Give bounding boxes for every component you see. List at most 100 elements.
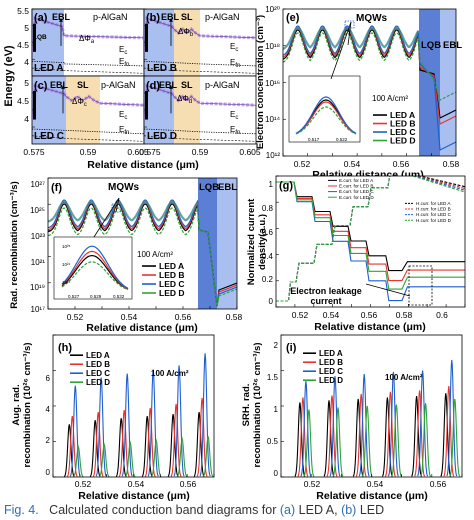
ebl-band <box>217 178 237 309</box>
efn-label-c: Efn <box>119 125 129 136</box>
led-d-label: LED D <box>147 131 177 142</box>
x-tick-label: 0.56 <box>175 312 192 322</box>
band-diagram <box>143 8 257 74</box>
y-tick-label: 4 <box>46 405 51 414</box>
led-a-label: LED A <box>34 63 64 74</box>
valence-reference-line <box>143 135 257 142</box>
y-tick-label: 0 <box>269 297 274 306</box>
inset-concentration-line <box>295 101 357 135</box>
electron-current-line <box>276 181 465 282</box>
x-axis-label: Relative distance (μm) <box>86 322 197 334</box>
inset-y-tick: 10²⁵ <box>62 244 71 249</box>
inset-concentration-line <box>295 106 357 135</box>
mqws-arrow <box>93 197 120 238</box>
leakage-arrow <box>365 283 411 297</box>
recombination-peak <box>199 353 211 477</box>
mqws-label: MQWs <box>108 182 140 193</box>
valence-reference-line <box>31 67 145 74</box>
electron-current-line <box>276 181 465 290</box>
i-y-axis-label: SRH. rad.recombination (10²⁶ cm⁻³/s) <box>241 343 263 468</box>
leakage-annotation: Electron leakage current <box>290 286 362 306</box>
y-tick-label: 4.5 <box>17 96 29 106</box>
recombination-peak <box>69 385 81 477</box>
g-ylabel-line-1: Normalized current <box>246 198 257 285</box>
y-tick-label: 10¹⁸ <box>265 42 280 51</box>
conduction-band-line <box>144 85 257 118</box>
recombination-peak <box>193 412 205 477</box>
figure-caption: Fig. 4. Calculated conduction band diagr… <box>4 503 470 520</box>
x-tick-label: 0.575 <box>139 147 161 157</box>
legend-label: H.curr. for LED C <box>416 212 452 217</box>
y-tick-label: 0.5 <box>267 437 279 446</box>
panel-letter-d: (d) <box>146 80 160 92</box>
recombination-peak <box>411 396 423 477</box>
barrier-arrowhead <box>61 85 65 89</box>
y-tick-label: 0.4 <box>262 252 274 261</box>
recombination-peak <box>361 405 373 477</box>
inset-x-tick: 0.517 <box>308 137 320 142</box>
legend-label: LED A <box>159 261 184 271</box>
panel-letter-c: (c) <box>34 80 48 92</box>
y-tick-label: 10¹⁹ <box>30 283 45 292</box>
ebl-label: EBL <box>218 182 237 193</box>
abcd-y-axis-label: Energy (eV) <box>3 45 15 106</box>
caption-ref-b[interactable]: (b) <box>341 503 357 517</box>
h-ylabel-line-1: Aug. rad. <box>11 384 22 425</box>
caption-text: Calculated conduction band diagrams for <box>49 503 277 517</box>
current-density-label: 100 A/cm² <box>385 373 423 382</box>
palgan-label: p-AlGaN <box>93 12 128 22</box>
ebl-label: EBL <box>50 80 69 90</box>
sl-label: SL <box>77 80 89 90</box>
inset-recombination-line <box>61 254 129 290</box>
legend-label: LED D <box>390 136 416 146</box>
legend-label: E.curr. for LED B <box>339 184 373 189</box>
recombination-peak <box>381 397 393 477</box>
recombination-peak <box>202 436 214 477</box>
legend-label: E.curr. for LED C <box>339 189 374 194</box>
panel-letter-e: (e) <box>286 12 300 24</box>
panel-letter-f: (f) <box>51 182 62 194</box>
leakage-line-1: Electron leakage <box>290 286 362 296</box>
panel-a <box>31 8 145 77</box>
legend-label: LED B <box>86 360 110 369</box>
h-ylabel-line-2: recombination (10²⁶ cm⁻³/s) <box>22 343 33 468</box>
recombination-peak <box>303 409 315 477</box>
y-tick-label: 1 <box>274 405 279 414</box>
ebl-band <box>144 9 174 76</box>
recombination-peak <box>387 371 399 477</box>
y-tick-label: 5 <box>24 78 29 88</box>
lqb-band <box>198 178 217 309</box>
efn-label-d: Efn <box>230 125 240 136</box>
caption-led-a: LED A, <box>298 503 338 517</box>
mqws-arrow <box>330 21 352 80</box>
panel-letter-a: (a) <box>34 12 48 24</box>
recombination-peak <box>446 359 458 477</box>
y-tick-label: 2 <box>274 341 279 350</box>
f-y-axis-label: Rad. recombination (cm⁻³/s) <box>9 181 20 308</box>
recombination-peak <box>294 402 306 477</box>
x-tick-label: 0.52 <box>292 310 309 320</box>
panel-letter-h: (h) <box>58 342 72 354</box>
electron-current-line <box>276 181 465 272</box>
y-tick-label: 10²³ <box>31 232 46 241</box>
recombination-peak <box>63 424 75 477</box>
valence-reference-line <box>31 135 145 142</box>
mqws-arrow <box>347 21 352 46</box>
legend-label: LED D <box>159 288 185 298</box>
x-tick-label: 0.575 <box>23 147 45 157</box>
legend-label: E.curr. for LED D <box>339 195 374 200</box>
panel-f <box>47 177 238 310</box>
conduction-band-line <box>144 17 257 50</box>
y-tick-label: 1.5 <box>267 373 279 382</box>
caption-ref-a[interactable]: (a) <box>279 503 296 517</box>
legend-label: LED C <box>159 279 185 289</box>
y-tick-label: 10²⁷ <box>31 180 46 189</box>
mqws-label: MQWs <box>356 13 388 24</box>
figure-canvas: (a) EBL p-AlGaN LQB LED A ΔΦa Ec Efn (b)… <box>3 5 466 502</box>
legend-label: LED A <box>319 349 343 358</box>
x-tick-label: 0.58 <box>443 159 460 169</box>
lqb-edge <box>145 23 148 52</box>
leakage-line-2: current <box>310 296 341 306</box>
inset-x-tick: 0.527 <box>68 294 80 299</box>
x-tick-label: 0.59 <box>80 147 97 157</box>
